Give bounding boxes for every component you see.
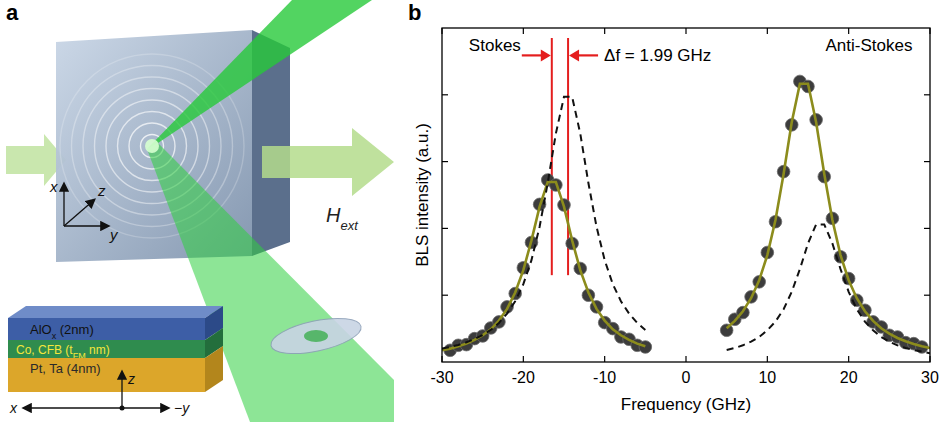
panel-letter: a — [6, 0, 19, 25]
x-tick — [767, 356, 768, 362]
layer-main: AlO — [30, 322, 52, 337]
panel-a: HextxyzAlOx (2nm)Co, CFB (tFM nm)Pt, Ta … — [6, 0, 394, 422]
x-tick-label: 20 — [840, 369, 858, 386]
x-tick-label: -30 — [430, 369, 453, 386]
fit-curve — [442, 84, 930, 351]
y-tick — [442, 228, 448, 229]
y-tick — [924, 228, 930, 229]
y-axis-title: BLS intensity (a.u.) — [413, 123, 432, 267]
x-axis-title: Frequency (GHz) — [621, 395, 751, 414]
y-tick — [442, 295, 448, 296]
axis-letter: −y — [174, 400, 190, 416]
layer-label: AlOx (2nm) — [30, 322, 94, 341]
axis-origin — [120, 406, 125, 411]
field-arrow — [262, 128, 394, 196]
y-tick — [924, 295, 930, 296]
x-tick-label: -10 — [593, 369, 616, 386]
panel-letter: b — [408, 0, 421, 25]
layer — [8, 340, 205, 358]
laser-spot — [145, 139, 159, 153]
x-tick — [604, 28, 605, 34]
x-tick-label: 10 — [758, 369, 776, 386]
delta-arrow — [522, 54, 543, 56]
x-tick — [604, 356, 605, 362]
figure: HextxyzAlOx (2nm)Co, CFB (tFM nm)Pt, Ta … — [0, 0, 950, 422]
annotation: Anti-Stokes — [826, 36, 913, 55]
layer — [8, 318, 205, 340]
x-tick — [523, 28, 524, 34]
field-sub: ext — [340, 218, 359, 233]
axis-arrow — [122, 407, 168, 408]
layer-label: Pt, Ta (4nm) — [30, 361, 101, 376]
delta-arrow — [577, 54, 598, 56]
plot-marks — [442, 38, 930, 357]
axis-arrow — [64, 225, 108, 226]
axis-arrow — [24, 407, 122, 408]
y-tick — [442, 94, 448, 95]
plot-frame — [442, 28, 930, 362]
incident-beam — [147, 0, 372, 149]
axis-letter: z — [127, 371, 135, 387]
panel-b: b -30 -20 -10 0 10 20 30 Frequency (GHz) BLS inte… — [408, 0, 939, 414]
axis-letter: z — [97, 182, 106, 199]
axis-letter: x — [49, 178, 58, 195]
y-tick — [442, 161, 448, 162]
layer-main: Co, CFB (t — [16, 343, 73, 357]
axis-arrow — [121, 372, 122, 408]
layer-rest: nm) — [86, 343, 110, 357]
layer-side — [205, 346, 223, 392]
annotation: Stokes — [469, 36, 521, 55]
axis-letter: y — [109, 226, 119, 243]
stack-top — [8, 306, 223, 318]
field-main: H — [326, 204, 341, 226]
x-tick — [929, 356, 930, 362]
x-tick — [523, 356, 524, 362]
y-tick — [924, 94, 930, 95]
x-tick — [441, 356, 442, 362]
x-tick — [685, 28, 686, 34]
axis-letter: x — [9, 400, 18, 416]
x-tick — [767, 28, 768, 34]
y-tick — [924, 161, 930, 162]
lens — [268, 312, 364, 360]
x-tick — [848, 28, 849, 34]
layer-main: Pt, Ta (4nm) — [30, 361, 101, 376]
x-tick-label: 0 — [682, 369, 691, 386]
lens-spot — [304, 330, 328, 342]
x-tick — [929, 28, 930, 34]
data-point — [639, 341, 652, 354]
delta-arrow-head — [569, 49, 579, 61]
x-tick-label: -20 — [512, 369, 535, 386]
dashed-curve — [442, 97, 930, 354]
x-tick-label: 30 — [921, 369, 939, 386]
annotation: Δf = 1.99 GHz — [604, 46, 711, 65]
delta-arrow-head — [541, 49, 551, 61]
layer-rest: (2nm) — [56, 322, 94, 337]
axis-arrow — [64, 200, 94, 226]
x-tick — [685, 356, 686, 362]
field-label: Hext — [326, 204, 359, 233]
x-tick — [441, 28, 442, 34]
layer — [8, 358, 205, 392]
axis-arrow — [63, 184, 64, 226]
x-tick — [848, 356, 849, 362]
